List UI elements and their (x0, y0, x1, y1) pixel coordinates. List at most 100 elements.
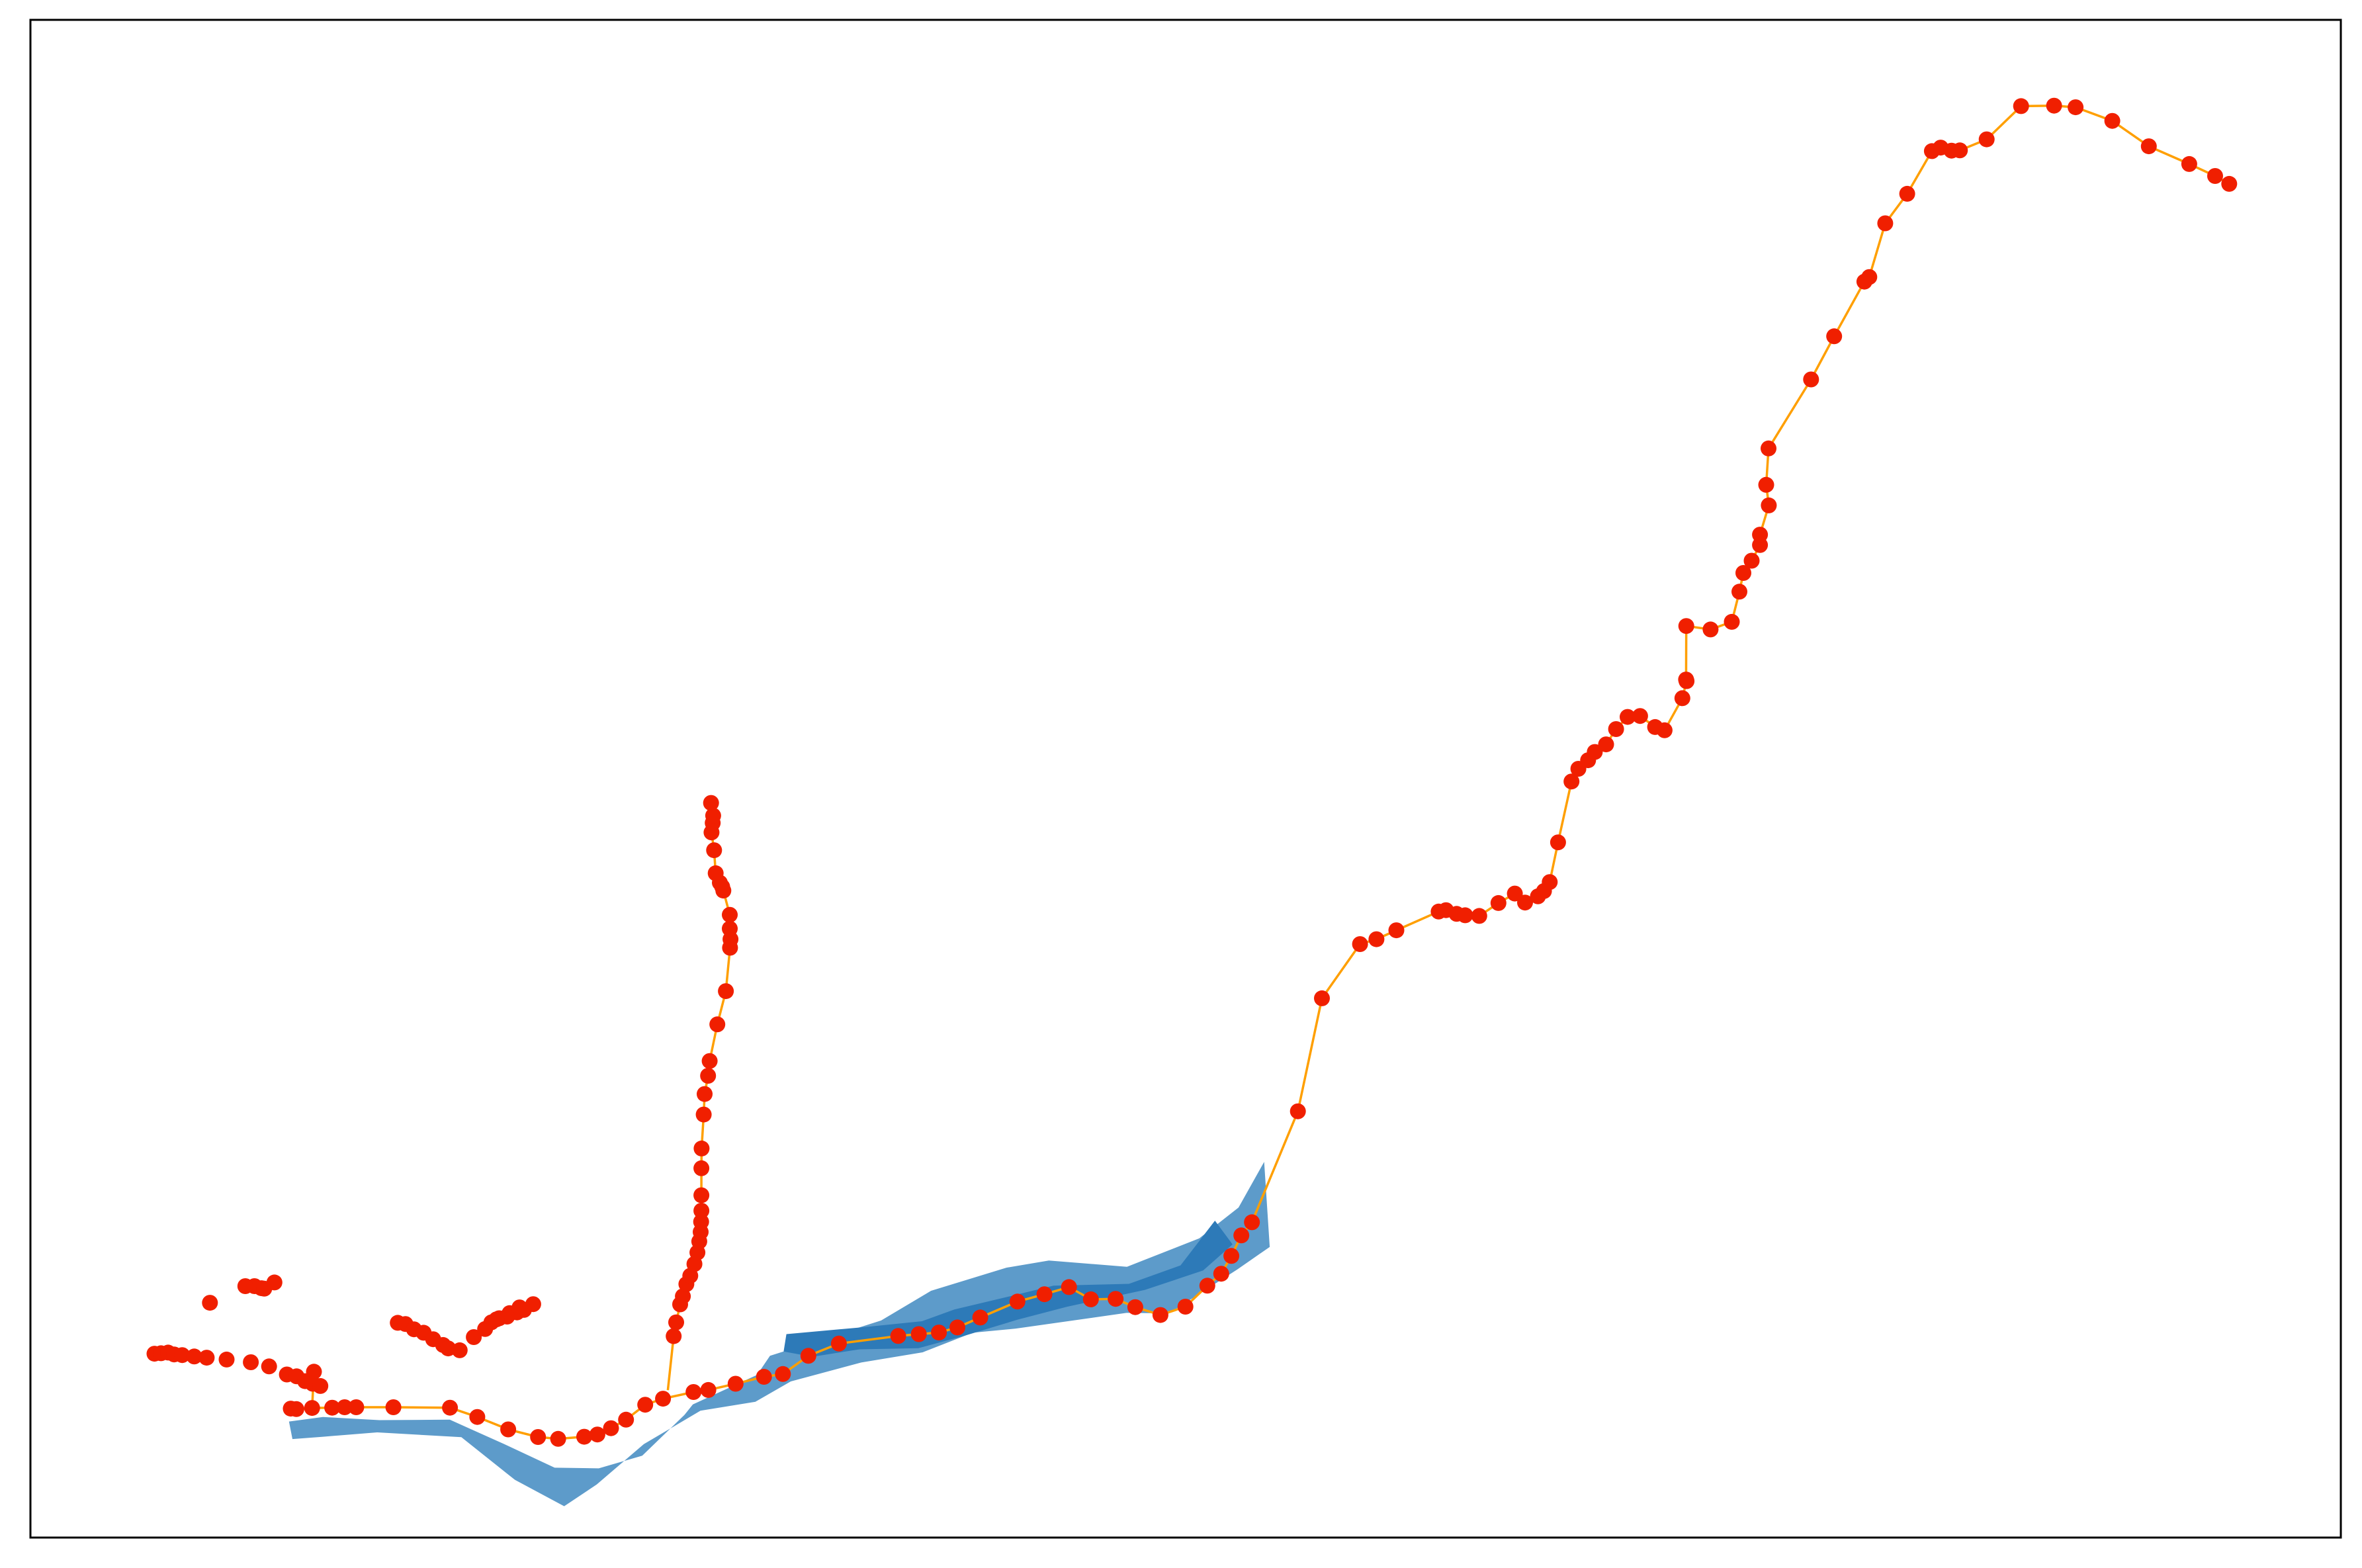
station-point (890, 1328, 906, 1344)
station-point (1127, 1299, 1143, 1315)
station-point (1368, 931, 1385, 947)
station-point (695, 1106, 712, 1123)
station-point (685, 1384, 702, 1400)
station-point (1490, 894, 1507, 911)
station-point (1620, 709, 1636, 725)
buffer-inner (783, 1221, 1233, 1357)
station-point (198, 1350, 215, 1366)
station-point (1244, 1214, 1260, 1231)
station-point (637, 1397, 654, 1413)
station-point (700, 1381, 717, 1398)
station-point (705, 807, 721, 824)
station-point (1177, 1299, 1194, 1315)
station-point (1542, 874, 1558, 891)
station-point (2013, 98, 2029, 114)
station-point (1108, 1291, 1124, 1307)
station-point (442, 1399, 459, 1416)
station-point (693, 1187, 710, 1203)
station-point (336, 1399, 353, 1415)
station-point (202, 1295, 218, 1311)
station-point (1826, 328, 1843, 345)
station-point (1724, 613, 1740, 630)
station-point (1674, 690, 1690, 707)
station-point (1861, 269, 1878, 285)
station-point (1752, 527, 1769, 543)
station-point (312, 1377, 329, 1394)
station-point (466, 1329, 482, 1345)
station-point (469, 1409, 486, 1425)
station-point (451, 1342, 468, 1358)
station-point (718, 983, 734, 1000)
buffer-zones (288, 1162, 1270, 1506)
station-point (488, 1311, 505, 1328)
station-point (931, 1325, 947, 1341)
station-point (603, 1420, 619, 1436)
station-point (261, 1358, 277, 1375)
station-point (910, 1326, 927, 1342)
station-point (655, 1391, 672, 1407)
station-point (1290, 1103, 1306, 1119)
station-point (1899, 185, 1915, 202)
station-point (1152, 1307, 1168, 1323)
station-point (1758, 476, 1774, 493)
station-point (1731, 584, 1747, 600)
station-point (1587, 744, 1603, 760)
station-point (727, 1375, 744, 1392)
station-point (1803, 371, 1819, 388)
station-point (288, 1401, 304, 1417)
station-point (576, 1428, 592, 1445)
station-point (304, 1400, 320, 1416)
station-point (530, 1429, 547, 1445)
station-point (972, 1309, 988, 1326)
station-point (500, 1421, 517, 1438)
station-point (1761, 440, 1776, 457)
plot-area (146, 97, 2238, 1506)
station-point (2221, 175, 2238, 192)
station-point (324, 1399, 341, 1416)
station-point (706, 842, 722, 859)
station-point (186, 1348, 202, 1365)
station-point (668, 1314, 684, 1330)
station-point (1550, 834, 1566, 851)
station-point (666, 1328, 682, 1344)
station-point (243, 1354, 259, 1370)
station-point (693, 1213, 709, 1230)
station-point (1877, 215, 1894, 232)
station-point (1457, 907, 1473, 924)
station-point (1036, 1286, 1053, 1303)
axes-frame (29, 19, 2342, 1539)
station-point (701, 1053, 718, 1069)
station-point (266, 1274, 283, 1291)
station-point (1061, 1279, 1077, 1295)
station-point (1471, 908, 1487, 924)
station-point (2068, 99, 2084, 116)
station-point (550, 1430, 566, 1447)
station-point (2207, 168, 2223, 184)
station-point (693, 1140, 710, 1156)
station-point (722, 906, 738, 923)
station-point (2140, 138, 2157, 155)
station-point (1507, 885, 1523, 902)
station-point (589, 1426, 605, 1443)
station-point (1743, 552, 1760, 569)
station-point (1735, 565, 1751, 581)
station-points (146, 97, 2238, 1447)
station-point (709, 1016, 726, 1033)
station-point (385, 1399, 402, 1415)
station-point (1761, 497, 1777, 513)
station-point (2181, 155, 2197, 172)
station-point (1233, 1227, 1250, 1244)
station-point (1009, 1293, 1026, 1310)
station-point (949, 1319, 965, 1336)
station-point (618, 1411, 634, 1428)
station-point (1608, 721, 1624, 737)
station-point (693, 1203, 710, 1219)
station-point (1563, 773, 1580, 790)
station-point (1517, 894, 1533, 911)
station-point (1314, 990, 1330, 1006)
station-point (693, 1160, 710, 1176)
station-point (218, 1351, 235, 1368)
station-point (1678, 672, 1694, 688)
